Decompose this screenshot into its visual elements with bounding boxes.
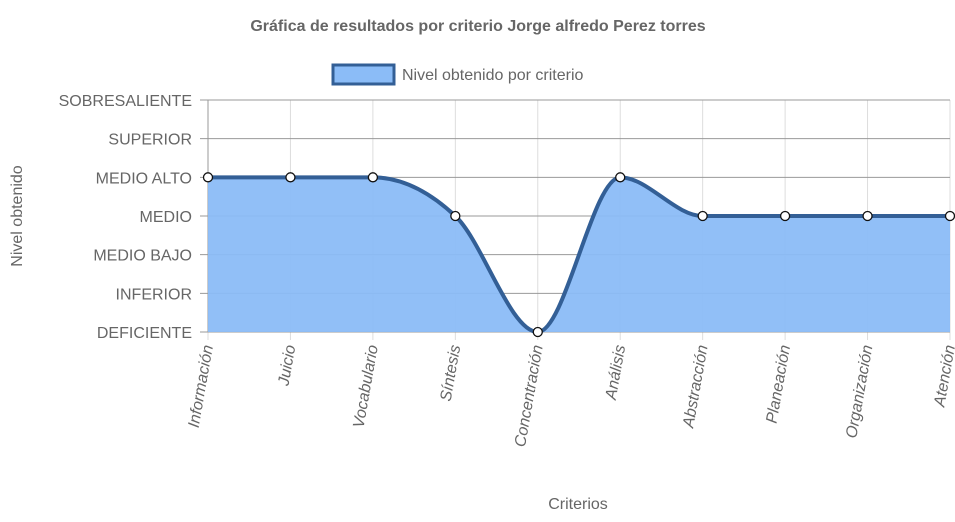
- y-tick-label: MEDIO BAJO: [93, 248, 192, 265]
- data-point[interactable]: [285, 172, 296, 183]
- y-tick-label: DEFICIENTE: [97, 325, 192, 342]
- y-axis-ticks: DEFICIENTE INFERIOR MEDIO BAJO MEDIO MEDIO A…: [59, 93, 192, 342]
- y-axis-title: Nivel obtenido: [9, 165, 26, 267]
- y-tick-label: SOBRESALIENTE: [59, 93, 192, 110]
- chart-title: Gráfica de resultados por criterio Jorge…: [250, 18, 705, 35]
- x-tick-label: Síntesis: [438, 344, 465, 403]
- x-tick-label: Abstracción: [680, 344, 711, 430]
- data-point[interactable]: [697, 210, 708, 222]
- y-tick-label: MEDIO ALTO: [96, 170, 192, 187]
- x-tick-label: Análisis: [603, 344, 629, 402]
- x-tick-label: Organización: [843, 344, 876, 440]
- area-layer: [208, 175, 950, 334]
- y-tick-label: MEDIO: [140, 209, 192, 226]
- data-point[interactable]: [615, 172, 626, 183]
- data-point[interactable]: [944, 210, 955, 222]
- x-tick-label: Planeación: [764, 344, 795, 425]
- legend-label[interactable]: Nivel obtenido por criterio: [402, 67, 584, 84]
- data-point[interactable]: [367, 172, 379, 183]
- data-point[interactable]: [862, 210, 873, 222]
- data-point[interactable]: [779, 210, 791, 222]
- legend[interactable]: Nivel obtenido por criterio: [331, 63, 584, 86]
- x-tick-label: Vocabulario: [351, 344, 382, 430]
- x-axis-title: Criterios: [548, 496, 608, 513]
- legend-swatch[interactable]: [331, 63, 396, 86]
- x-tick-label: Concentración: [512, 344, 547, 449]
- y-tick-label: SUPERIOR: [108, 132, 192, 149]
- x-tick-label: Atención: [931, 344, 955, 409]
- data-point[interactable]: [532, 326, 543, 338]
- data-point[interactable]: [202, 172, 214, 183]
- x-tick-label: Información: [186, 344, 217, 429]
- data-points: [202, 172, 955, 338]
- y-tick-label: INFERIOR: [116, 286, 192, 303]
- data-point[interactable]: [450, 210, 461, 222]
- x-tick-label: Juicio: [275, 344, 299, 388]
- series-line: [208, 175, 950, 334]
- x-axis-ticks: Información Juicio Vocabulario Síntesis Conc…: [186, 344, 955, 449]
